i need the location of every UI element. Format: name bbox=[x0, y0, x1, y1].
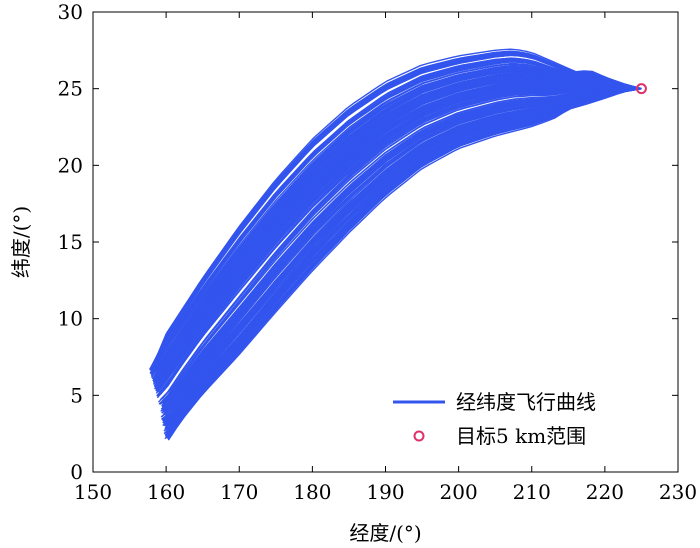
trajectory-line bbox=[164, 87, 642, 424]
trajectory-line bbox=[161, 84, 642, 392]
y-tick-label: 10 bbox=[58, 307, 83, 331]
trajectory-line bbox=[157, 72, 642, 382]
trajectory-line bbox=[150, 54, 642, 372]
y-tick-label: 15 bbox=[58, 230, 83, 254]
x-tick-label: 150 bbox=[74, 480, 112, 504]
x-tick-label: 210 bbox=[513, 480, 551, 504]
trajectory-line bbox=[154, 62, 642, 372]
target-point bbox=[635, 83, 647, 95]
trajectory-line bbox=[161, 87, 642, 414]
y-axis-ticks: 0 5 10 15 20 25 30 bbox=[58, 0, 678, 484]
trajectory-line bbox=[163, 87, 642, 435]
trajectory-line bbox=[153, 59, 642, 374]
y-axis-label: 纬度/(°) bbox=[9, 206, 33, 278]
y-tick-label: 30 bbox=[58, 0, 83, 24]
x-tick-label: 170 bbox=[220, 480, 258, 504]
trajectory-line bbox=[150, 58, 642, 375]
legend-label-trajectory: 经纬度飞行曲线 bbox=[456, 390, 596, 414]
x-tick-label: 160 bbox=[147, 480, 185, 504]
trajectory-line bbox=[159, 87, 642, 405]
trajectory-line bbox=[162, 87, 642, 427]
trajectory-line bbox=[150, 52, 642, 371]
trajectory-line bbox=[161, 87, 642, 422]
trajectory-line bbox=[160, 87, 642, 403]
trajectory-line bbox=[157, 69, 642, 377]
trajectory-line bbox=[162, 87, 642, 405]
x-tick-label: 220 bbox=[586, 480, 624, 504]
trajectory-line bbox=[167, 87, 642, 440]
trajectory-line bbox=[160, 87, 642, 418]
legend-marker-target bbox=[413, 430, 425, 442]
trajectory-line bbox=[150, 61, 642, 377]
trajectory-lines bbox=[149, 48, 642, 441]
x-axis-label: 经度/(°) bbox=[349, 521, 421, 545]
x-axis-ticks: 150 160 170 180 190 200 210 220 230 bbox=[74, 12, 697, 504]
x-tick-label: 180 bbox=[293, 480, 331, 504]
trajectory-line bbox=[155, 76, 642, 383]
legend-label-target: 目标5 km范围 bbox=[456, 424, 586, 448]
trajectory-line bbox=[158, 79, 642, 383]
trajectory-line bbox=[161, 87, 642, 406]
x-tick-label: 200 bbox=[440, 480, 478, 504]
x-tick-label: 230 bbox=[659, 480, 697, 504]
y-tick-label: 25 bbox=[58, 77, 83, 101]
trajectory-line bbox=[155, 81, 642, 390]
trajectory-line bbox=[157, 85, 642, 393]
trajectory-line bbox=[161, 87, 642, 400]
x-tick-label: 190 bbox=[366, 480, 404, 504]
y-tick-label: 20 bbox=[58, 153, 83, 177]
trajectory-line bbox=[149, 48, 642, 370]
trajectory-line bbox=[154, 65, 642, 375]
y-tick-label: 5 bbox=[70, 383, 83, 407]
legend: 经纬度飞行曲线 目标5 km范围 bbox=[393, 390, 596, 448]
trajectory-line bbox=[168, 87, 642, 440]
trajectory-line bbox=[154, 75, 642, 388]
y-tick-label: 0 bbox=[70, 460, 83, 484]
trajectory-line bbox=[159, 82, 642, 388]
trajectory-line bbox=[167, 87, 642, 441]
